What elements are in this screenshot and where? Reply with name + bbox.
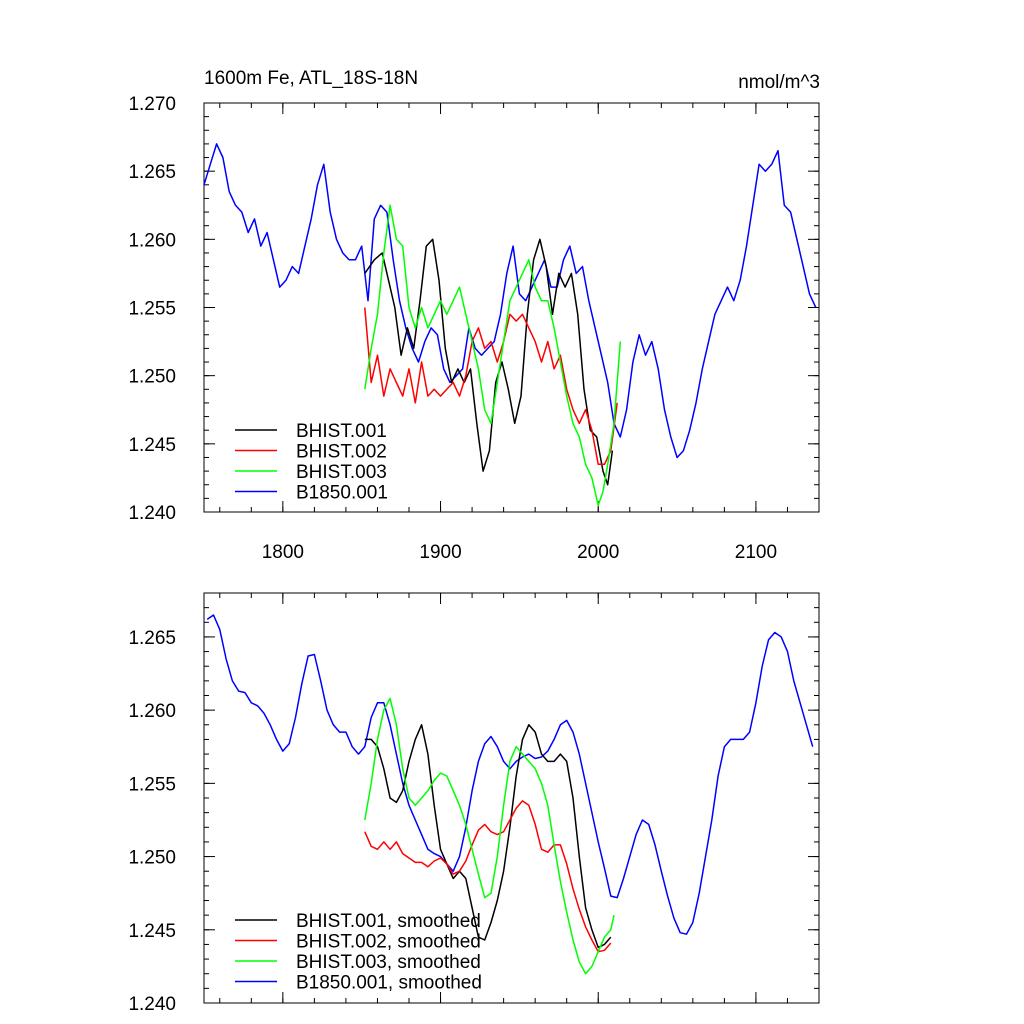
legend-label: B1850.001, smoothed (296, 973, 482, 994)
x-tick-label: 1800 (262, 542, 304, 563)
legend-label: BHIST.003 (296, 462, 387, 483)
series-line (203, 143, 817, 459)
y-tick-label: 1.245 (128, 435, 176, 456)
y-tick-label: 1.260 (128, 230, 176, 251)
y-tick-label: 1.240 (128, 994, 176, 1015)
legend-label: BHIST.002, smoothed (296, 932, 481, 953)
y-tick-label: 1.250 (128, 848, 176, 869)
series-line (364, 697, 615, 975)
legend-label: BHIST.001, smoothed (296, 911, 481, 932)
x-tick-label: 2000 (577, 542, 619, 563)
legend-label: BHIST.002 (296, 442, 387, 463)
y-tick-label: 1.255 (128, 299, 176, 320)
y-tick-label: 1.265 (128, 162, 176, 183)
y-tick-label: 1.260 (128, 701, 176, 722)
bottom-chart: 1.240 1.245 1.250 1.255 1.260 1.265 BHIST.001,… (128, 592, 820, 1015)
y-tick-label: 1.270 (128, 94, 176, 115)
legend-label: B1850.001 (296, 483, 388, 504)
units-label: nmol/m^3 (738, 72, 820, 93)
y-tick-label: 1.240 (128, 503, 176, 524)
y-tick-label: 1.245 (128, 921, 176, 942)
y-tick-label: 1.250 (128, 367, 176, 388)
y-tick-label: 1.265 (128, 628, 176, 649)
legend-label: BHIST.001 (296, 421, 387, 442)
series-line (364, 204, 622, 506)
series-line (364, 724, 612, 949)
series-line (206, 614, 814, 935)
y-tick-label: 1.255 (128, 774, 176, 795)
series-line (364, 238, 614, 486)
x-tick-label: 2100 (735, 542, 777, 563)
top-chart: 1600m Fe, ATL_18S-18N nmol/m^3 1800 1900 2… (128, 68, 820, 563)
series-line (364, 800, 612, 953)
chart-title: 1600m Fe, ATL_18S-18N (204, 68, 418, 89)
series-line (364, 307, 618, 466)
legend-label: BHIST.003, smoothed (296, 952, 481, 973)
x-tick-label: 1900 (419, 542, 461, 563)
